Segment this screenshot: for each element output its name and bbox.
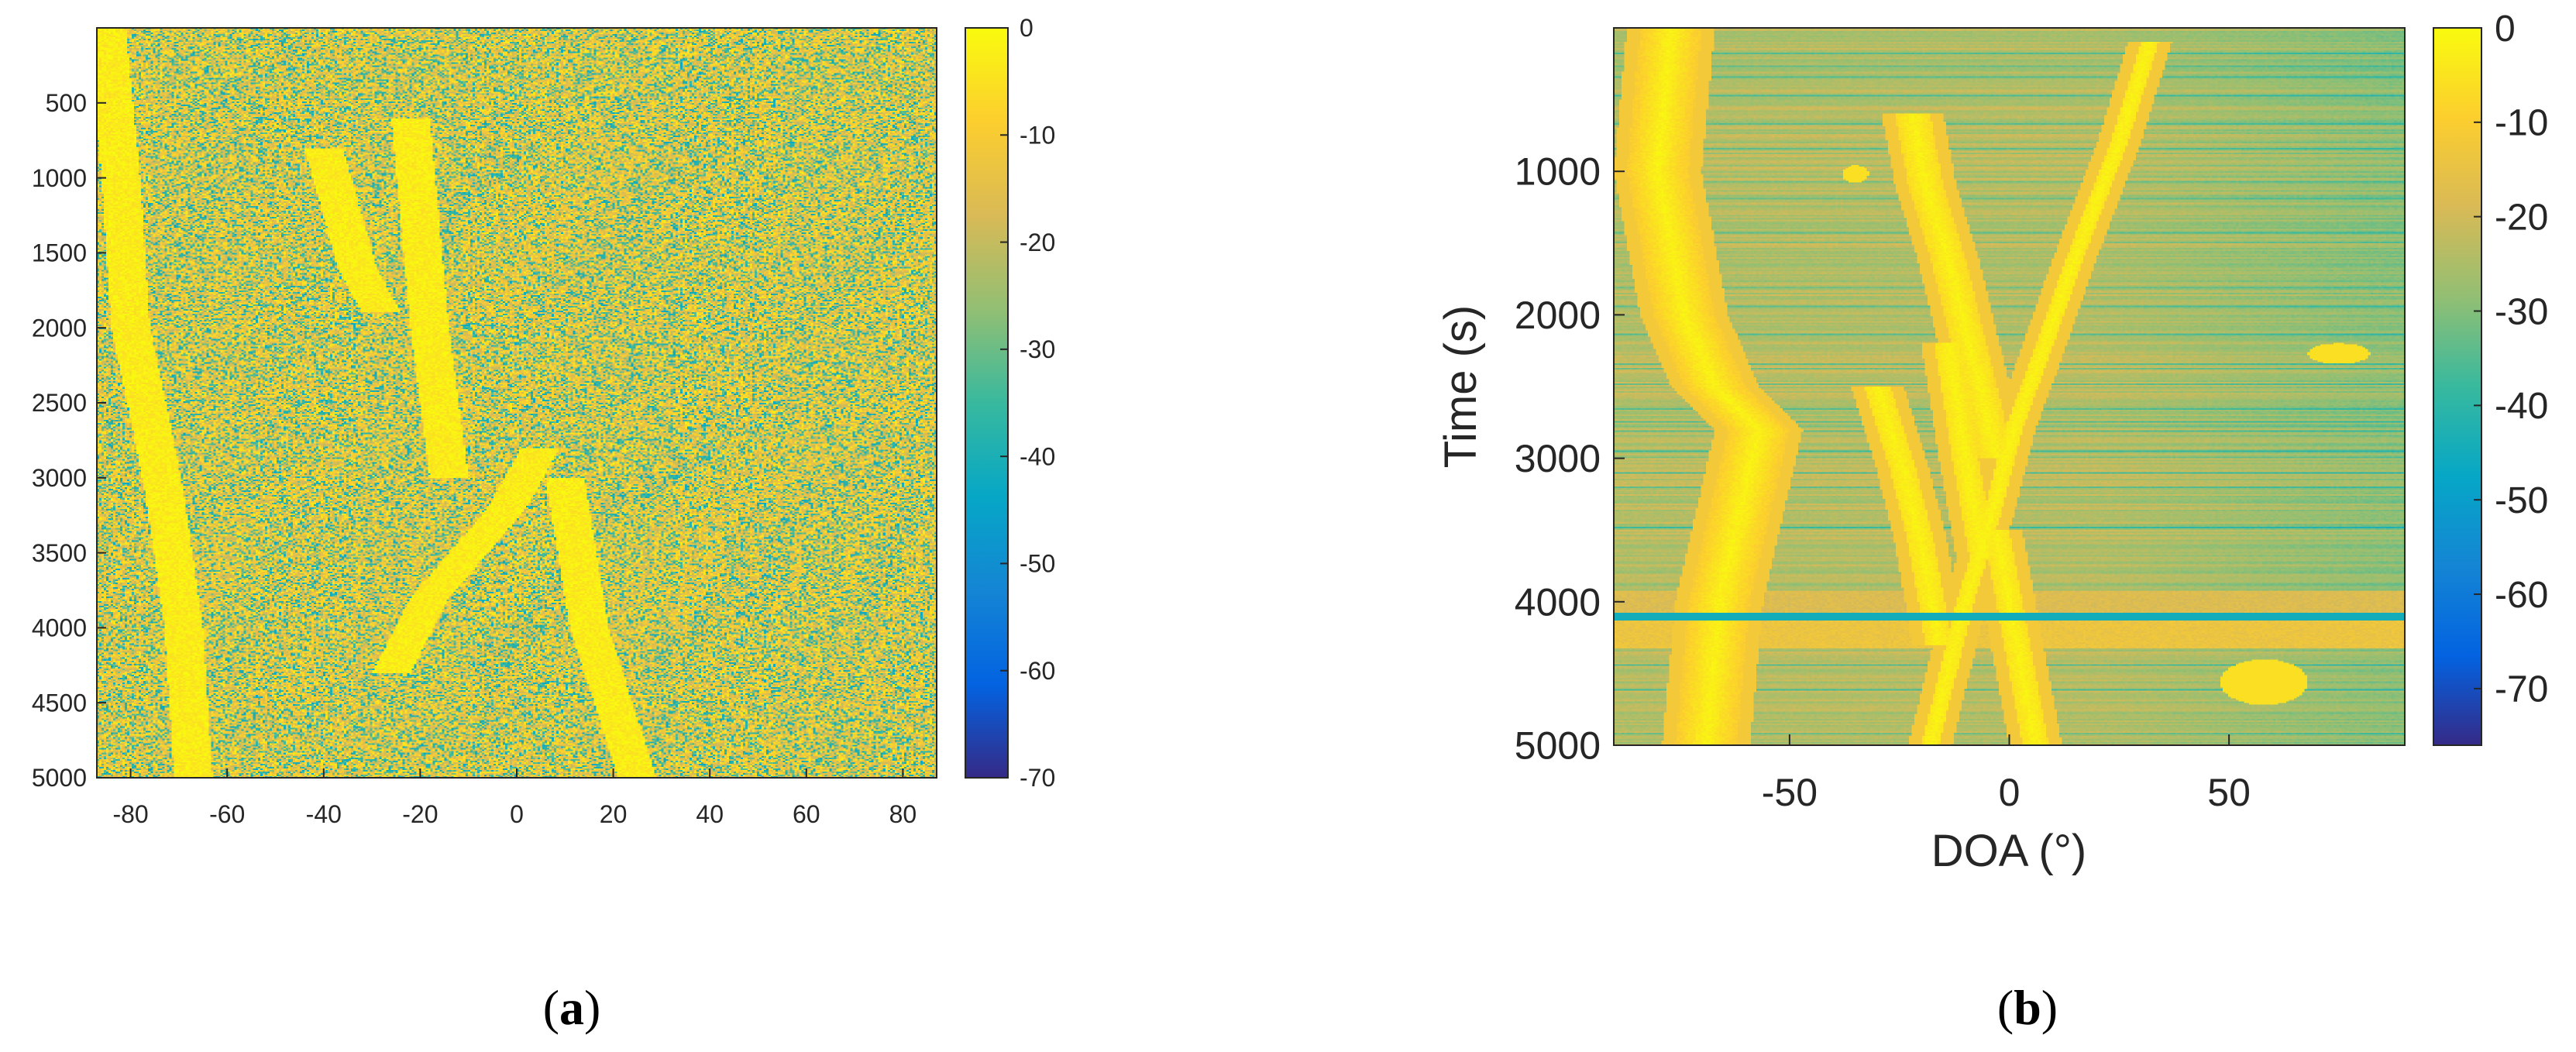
colorbar-tick-a: -40 [1020,442,1055,470]
colorbar-tick-b: -50 [2495,480,2548,521]
colorbar-tick-a: -60 [1020,657,1055,685]
heatmap-cells-a [97,28,937,778]
y-tick-a: 500 [46,89,87,117]
y-tick-b: 3000 [1515,437,1601,480]
y-tick-a: 4000 [32,614,87,642]
x-tick-a: 40 [696,800,724,828]
colorbar-b-frame [2433,27,2482,746]
colorbar-tick-b: -70 [2495,669,2548,710]
panel-label-b: b [2014,980,2041,1035]
x-axis-b: -50 0 50 [1762,734,2251,814]
x-tick-a: 80 [889,800,917,828]
panel-caption-a: (a) [543,980,601,1035]
colorbar-tick-a: 0 [1020,14,1033,42]
colorbar-tick-b: -40 [2495,386,2548,427]
x-tick-a: 60 [793,800,820,828]
colorbar-b-ticks: 0 -10 -20 -30 -40 -50 -60 -70 [2474,9,2548,710]
x-tick-a: -20 [402,800,438,828]
y-tick-a: 4500 [32,689,87,717]
heatmap-b-image [1614,28,2405,745]
colorbar-tick-a: -20 [1020,229,1055,256]
x-tick-b: 50 [2207,771,2251,814]
x-tick-a: 0 [510,800,524,828]
x-tick-b: 0 [1999,771,2021,814]
x-tick-a: -40 [306,800,342,828]
y-tick-b: 5000 [1515,724,1601,768]
colorbar-tick-b: 0 [2495,9,2516,50]
panel-a-heatmap: -80 -60 -40 -20 0 20 40 60 80 500 1000 1500 2000 250… [32,27,937,828]
y-tick-b: 4000 [1515,580,1601,624]
x-axis-label-b: DOA (°) [1931,826,2086,876]
colorbar-a: 0 -10 -20 -30 -40 -50 -60 -70 [965,14,1055,792]
colorbar-tick-a: -30 [1020,335,1055,363]
y-tick-a: 3000 [32,464,87,492]
panel-label-a: a [559,980,584,1035]
y-tick-a: 3500 [32,539,87,567]
colorbar-b: 0 -10 -20 -30 -40 -50 -60 -70 [2433,9,2548,746]
colorbar-tick-a: -10 [1020,121,1055,149]
colorbar-tick-a: -70 [1020,764,1055,792]
y-tick-a: 2000 [32,314,87,342]
y-axis-label-b: Time (s) [1436,305,1486,468]
x-axis-a: -80 -60 -40 -20 0 20 40 60 80 [112,768,917,828]
y-tick-b: 2000 [1515,294,1601,337]
panel-b-heatmap: -50 0 50 1000 2000 3000 4000 5000 DOA (°) Time… [1436,27,2406,876]
colorbar-a-ticks: 0 -10 -20 -30 -40 -50 -60 -70 [1000,14,1055,792]
colorbar-tick-a: -50 [1020,550,1055,578]
y-axis-a: 500 1000 1500 2000 2500 3000 3500 4000 4500 5000 [32,89,106,792]
x-tick-a: -60 [209,800,245,828]
y-tick-a: 5000 [32,764,87,792]
colorbar-tick-b: -30 [2495,291,2548,332]
colorbar-tick-b: -10 [2495,103,2548,144]
colorbar-tick-b: -20 [2495,197,2548,238]
heatmap-cells-b [1614,28,2405,745]
x-tick-b: -50 [1762,771,1818,814]
y-tick-a: 1500 [32,239,87,267]
x-tick-a: -80 [112,800,148,828]
y-tick-b: 1000 [1515,150,1601,194]
y-tick-a: 2500 [32,389,87,417]
colorbar-b-gradient [2433,28,2481,745]
x-tick-a: 20 [600,800,628,828]
colorbar-tick-b: -60 [2495,575,2548,616]
panel-caption-b: (b) [1997,980,2058,1035]
heatmap-a-image [97,28,937,778]
y-axis-b: 1000 2000 3000 4000 5000 [1515,150,1625,768]
colorbar-a-frame [965,27,1009,779]
colorbar-a-gradient [965,28,1008,778]
y-tick-a: 1000 [32,164,87,192]
